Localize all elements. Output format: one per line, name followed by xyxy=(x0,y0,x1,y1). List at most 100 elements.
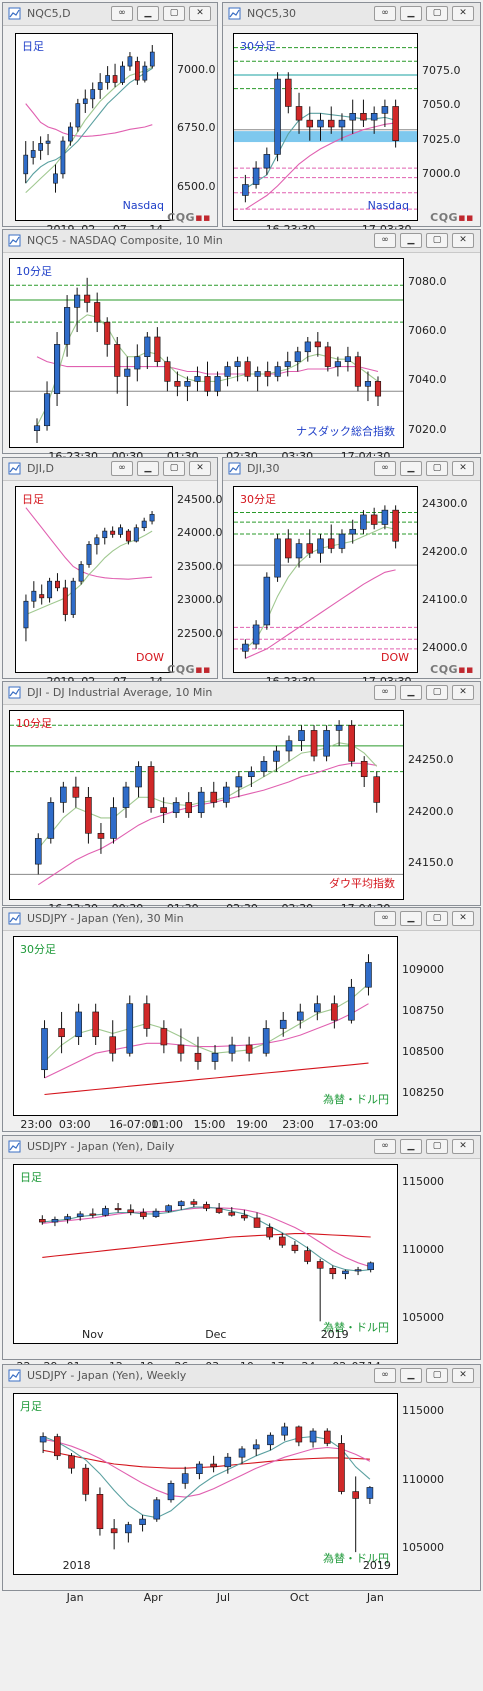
close-button[interactable]: ✕ xyxy=(452,461,474,476)
close-button[interactable]: ✕ xyxy=(452,911,474,926)
y-tick-label: 7020.0 xyxy=(408,422,447,436)
maximize-button[interactable]: ▢ xyxy=(163,6,185,21)
link-button[interactable]: ∞ xyxy=(374,685,396,700)
link-button[interactable]: ∞ xyxy=(111,461,133,476)
maximize-button[interactable]: ▢ xyxy=(426,6,448,21)
y-tick-label: 24200.0 xyxy=(422,545,468,559)
instrument-label: ナスダック総合指数 xyxy=(296,425,395,438)
link-button[interactable]: ∞ xyxy=(374,1368,396,1383)
timeframe-label: 30分足 xyxy=(240,493,276,506)
maximize-button[interactable]: ▢ xyxy=(426,233,448,248)
candle xyxy=(92,1003,99,1045)
link-button[interactable]: ∞ xyxy=(374,911,396,926)
maximize-button[interactable]: ▢ xyxy=(426,1368,448,1383)
close-icon: ✕ xyxy=(459,8,467,18)
minimize-icon: ▁ xyxy=(407,1141,415,1151)
minimize-button[interactable]: ▁ xyxy=(400,461,422,476)
chart-window-nqc5-30[interactable]: NQC5,30 ∞ ▁ ▢ ✕ 30分足 Nasdaq 7075.0 7050.0 7025.0 7… xyxy=(222,2,481,236)
title-bar[interactable]: USDJPY - Japan (Yen), Daily ∞ ▁ ▢ ✕ xyxy=(3,1136,480,1159)
title-bar[interactable]: NQC5,30 ∞ ▁ ▢ ✕ xyxy=(223,3,480,26)
plot-area[interactable]: 30分足 Nasdaq xyxy=(233,33,418,221)
candle xyxy=(295,92,303,134)
maximize-icon: ▢ xyxy=(432,8,442,18)
moving-average-line xyxy=(37,742,378,850)
candle xyxy=(97,73,103,99)
plot-area[interactable]: 日足 DOW xyxy=(15,486,173,673)
plot-area[interactable]: 10分足 ダウ平均指数 xyxy=(9,710,404,900)
candle xyxy=(54,1433,61,1460)
minimize-button[interactable]: ▁ xyxy=(400,233,422,248)
chart-window-nqc5-10[interactable]: NQC5 - NASDAQ Composite, 10 Min ∞ ▁ ▢ ✕ 10分足ナ… xyxy=(2,229,481,463)
close-button[interactable]: ✕ xyxy=(189,6,211,21)
link-button[interactable]: ∞ xyxy=(374,233,396,248)
link-button[interactable]: ∞ xyxy=(374,6,396,21)
minimize-button[interactable]: ▁ xyxy=(137,6,159,21)
chart-canvas xyxy=(234,505,417,659)
minimize-button[interactable]: ▁ xyxy=(400,911,422,926)
candle xyxy=(295,538,303,568)
chart-window-nqc5-d[interactable]: NQC5,D∞▁▢✕日足Nasdaq7000.06750.06500.02019… xyxy=(2,2,218,236)
chart-window-usdjpy-30[interactable]: USDJPY - Japan (Yen), 30 Min ∞ ▁ ▢ ✕ 30分足 為替・ド… xyxy=(2,907,481,1132)
timeframe-label: 30分足 xyxy=(20,943,56,956)
title-bar[interactable]: NQC5 - NASDAQ Composite, 10 Min ∞ ▁ ▢ ✕ xyxy=(3,230,480,253)
chart-window-usdjpy-w[interactable]: USDJPY - Japan (Yen), Weekly ∞ ▁ ▢ ✕ 月足 為替・ドル円… xyxy=(2,1364,481,1604)
candle xyxy=(149,45,155,69)
link-button[interactable]: ∞ xyxy=(374,461,396,476)
candle xyxy=(260,756,268,777)
plot-area[interactable]: 月足 為替・ドル円 xyxy=(13,1393,398,1575)
close-button[interactable]: ✕ xyxy=(189,461,211,476)
moving-average-line xyxy=(245,569,396,659)
close-button[interactable]: ✕ xyxy=(452,685,474,700)
link-button[interactable]: ∞ xyxy=(111,6,133,21)
candle xyxy=(41,1020,48,1078)
link-icon: ∞ xyxy=(381,1370,389,1380)
y-tick-label: 24200.0 xyxy=(408,804,454,818)
minimize-button[interactable]: ▁ xyxy=(137,461,159,476)
title-bar[interactable]: DJI,D ∞ ▁ ▢ ✕ xyxy=(3,458,217,481)
title-bar[interactable]: DJI - DJ Industrial Average, 10 Min ∞ ▁ ▢ ✕ xyxy=(3,682,480,705)
maximize-button[interactable]: ▢ xyxy=(426,685,448,700)
chart-window-dji-d[interactable]: DJI,D ∞ ▁ ▢ ✕ 日足 DOW 24500.0 24000.0 23500.0 23000… xyxy=(2,457,223,688)
plot-area[interactable]: 30分足 DOW xyxy=(233,486,418,673)
title-bar[interactable]: DJI,30 ∞ ▁ ▢ ✕ xyxy=(223,458,480,481)
candle xyxy=(31,581,37,608)
maximize-button[interactable]: ▢ xyxy=(426,1139,448,1154)
plot-area[interactable]: 日足 為替・ドル円 xyxy=(13,1164,398,1344)
title-bar[interactable]: USDJPY - Japan (Yen), 30 Min ∞ ▁ ▢ ✕ xyxy=(3,908,480,931)
candle xyxy=(304,336,311,362)
maximize-button[interactable]: ▢ xyxy=(163,461,185,476)
chart-window-dji-10[interactable]: DJI - DJ Industrial Average, 10 Min ∞ ▁ ▢ ✕ 1… xyxy=(2,681,481,915)
plot-area[interactable]: 30分足 為替・ドル円 xyxy=(13,936,398,1116)
candle xyxy=(84,277,91,313)
candle xyxy=(47,797,55,844)
close-button[interactable]: ✕ xyxy=(452,1139,474,1154)
minimize-button[interactable]: ▁ xyxy=(400,1368,422,1383)
close-button[interactable]: ✕ xyxy=(452,233,474,248)
candle xyxy=(62,579,68,622)
title-bar[interactable]: USDJPY - Japan (Yen), Weekly ∞ ▁ ▢ ✕ xyxy=(3,1365,480,1388)
candle xyxy=(274,534,281,582)
candle xyxy=(97,823,105,854)
title-bar[interactable]: NQC5,D ∞ ▁ ▢ ✕ xyxy=(3,3,217,26)
chart-window-dji-30[interactable]: DJI,30 ∞ ▁ ▢ ✕ 30分足 DOW 24300.0 24200.0 24100.0 24… xyxy=(222,457,481,688)
candle xyxy=(314,995,321,1021)
y-tick-label: 6500.0 xyxy=(177,179,216,193)
window-title: NQC5 - NASDAQ Composite, 10 Min xyxy=(27,234,223,247)
candle xyxy=(165,1204,172,1213)
maximize-button[interactable]: ▢ xyxy=(426,911,448,926)
minimize-button[interactable]: ▁ xyxy=(400,1139,422,1154)
x-tick-label: Jan xyxy=(366,1591,384,1604)
candle xyxy=(338,529,346,554)
plot-area[interactable]: 日足 Nasdaq xyxy=(15,33,173,221)
link-button[interactable]: ∞ xyxy=(374,1139,396,1154)
maximize-button[interactable]: ▢ xyxy=(426,461,448,476)
candle xyxy=(252,620,260,649)
minimize-button[interactable]: ▁ xyxy=(400,6,422,21)
candle xyxy=(60,781,67,813)
y-tick-label: 115000 xyxy=(402,1174,444,1188)
chart-window-usdjpy-d[interactable]: USDJPY - Japan (Yen), Daily ∞ ▁ ▢ ✕ 日足 為替・ドル円 1… xyxy=(2,1135,481,1373)
close-button[interactable]: ✕ xyxy=(452,1368,474,1383)
minimize-button[interactable]: ▁ xyxy=(400,685,422,700)
close-button[interactable]: ✕ xyxy=(452,6,474,21)
plot-area[interactable]: 10分足 ナスダック総合指数 xyxy=(9,258,404,448)
